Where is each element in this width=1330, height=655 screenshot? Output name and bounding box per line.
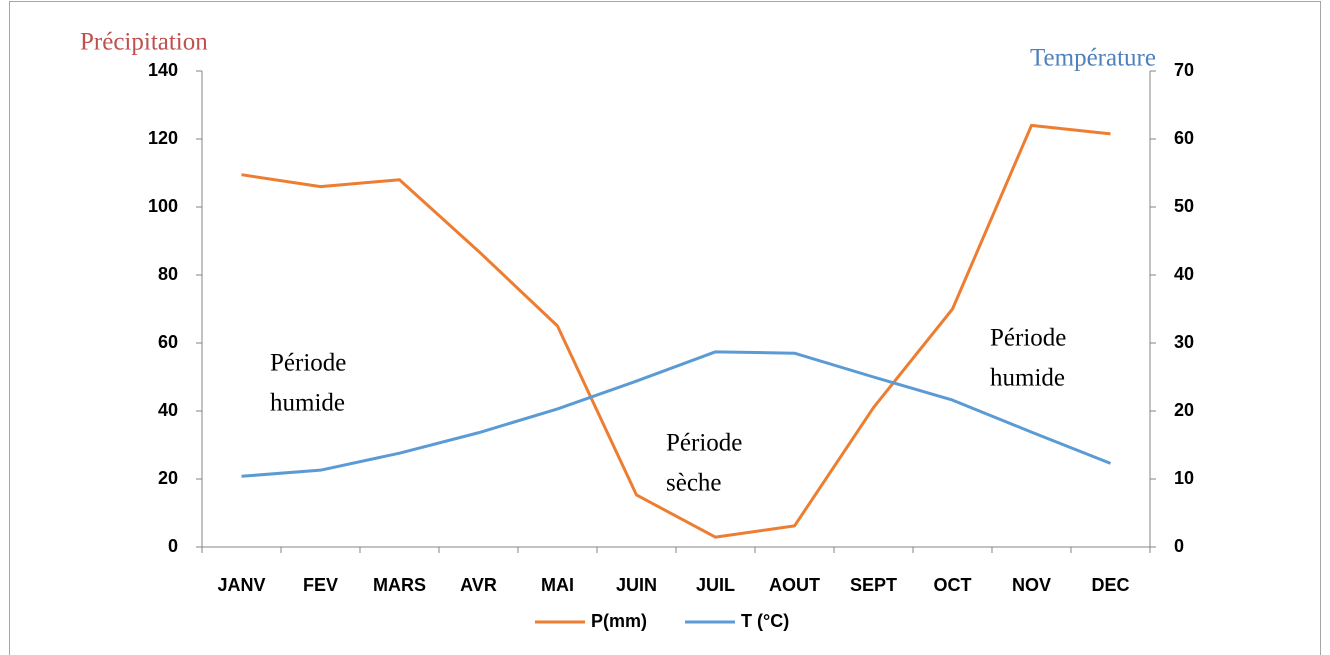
y2-tick-label: 20 <box>1174 400 1194 420</box>
y2-tick-label: 10 <box>1174 468 1194 488</box>
x-tick-label: JUIN <box>616 575 657 595</box>
y2-tick-label: 50 <box>1174 196 1194 216</box>
x-tick-label: AOUT <box>769 575 820 595</box>
annotation: Période <box>990 325 1066 352</box>
annotation: Période <box>270 350 346 377</box>
y-tick-label: 20 <box>158 468 178 488</box>
y-tick-label: 140 <box>148 60 178 80</box>
annotation: humide <box>270 390 345 417</box>
series-line <box>241 350 1112 478</box>
legend-label: T (°C) <box>741 611 789 631</box>
y2-tick-label: 60 <box>1174 128 1194 148</box>
legend-label: P(mm) <box>591 611 647 631</box>
x-tick-label: DEC <box>1091 575 1129 595</box>
y-tick-label: 40 <box>158 400 178 420</box>
y-axis-label: Précipitation <box>80 29 208 56</box>
y-tick-label: 120 <box>148 128 178 148</box>
annotation: sèche <box>666 470 722 497</box>
x-tick-label: JANV <box>217 575 265 595</box>
x-tick-label: MAI <box>541 575 574 595</box>
x-tick-label: OCT <box>934 575 972 595</box>
x-tick-label: MARS <box>373 575 426 595</box>
x-tick-label: FEV <box>303 575 338 595</box>
y2-tick-label: 0 <box>1174 536 1184 556</box>
y2-tick-label: 40 <box>1174 264 1194 284</box>
y-tick-label: 100 <box>148 196 178 216</box>
y-tick-label: 0 <box>168 536 178 556</box>
annotation: humide <box>990 365 1065 392</box>
chart-border <box>9 1 1321 655</box>
y2-tick-label: 70 <box>1174 60 1194 80</box>
x-tick-label: NOV <box>1012 575 1051 595</box>
y2-axis-label: Température <box>1030 45 1156 72</box>
x-tick-label: AVR <box>460 575 497 595</box>
x-tick-label: SEPT <box>850 575 897 595</box>
y2-tick-label: 30 <box>1174 332 1194 352</box>
x-tick-label: JUIL <box>696 575 735 595</box>
y-tick-label: 80 <box>158 264 178 284</box>
series-line <box>241 123 1111 539</box>
y-tick-label: 60 <box>158 332 178 352</box>
annotation: Période <box>666 430 742 457</box>
